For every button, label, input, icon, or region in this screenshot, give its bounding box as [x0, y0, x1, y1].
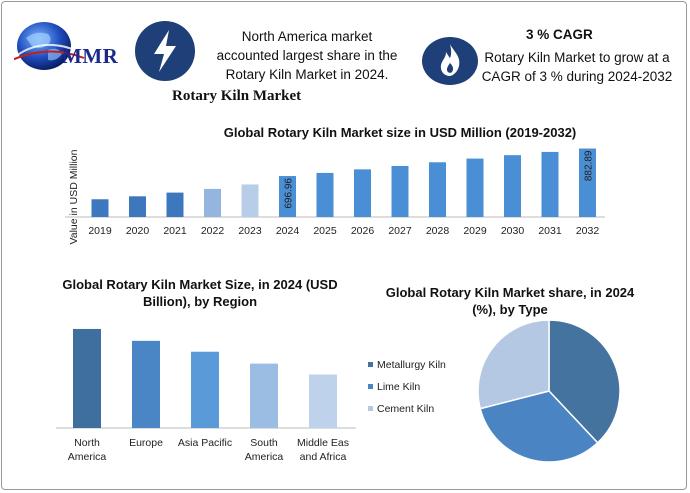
- data-label-2024: 696.96: [284, 178, 295, 209]
- x-tick-2030: 2030: [501, 225, 525, 237]
- legend-marker-cement-kiln: [368, 406, 373, 411]
- x-tick-2026: 2026: [351, 225, 375, 237]
- bar-2024: [279, 176, 296, 217]
- bar-2019: [91, 199, 109, 217]
- x-tick-2023: 2023: [238, 225, 262, 237]
- x-tick-2019: 2019: [88, 225, 112, 237]
- type-share-chart: Metallurgy Kiln Lime Kiln Cement Kiln: [368, 319, 621, 463]
- globe-icon: [11, 22, 85, 70]
- bar-2031: [541, 151, 559, 217]
- bar-south-america: [250, 363, 278, 428]
- pie-slice-metallurgy-kiln: [548, 319, 621, 444]
- y-axis-label: Value in USD Million: [68, 149, 80, 244]
- bar-north-america: [73, 328, 101, 428]
- lightning-badge: [132, 20, 198, 82]
- bar-2023: [241, 184, 259, 217]
- x-tick-south-america: South: [250, 437, 278, 449]
- chart3-title: Global Rotary Kiln Market share, in 2024…: [385, 285, 635, 317]
- bar-2027: [391, 165, 409, 217]
- market-size-chart: Value in USD Million 2019 2020 2021 2022 2023…: [65, 148, 605, 244]
- pie-slice-lime-kiln: [479, 390, 599, 463]
- data-label-2032: 882.89: [584, 150, 595, 181]
- bar-2032: [579, 148, 596, 217]
- logo-text: MMR: [62, 44, 119, 68]
- x-tick-middle-east-and-africa: Middle Eas: [297, 437, 349, 449]
- legend-marker-lime-kiln: [368, 384, 373, 389]
- legend-label-lime-kiln: Lime Kiln: [377, 381, 420, 393]
- chart1-title: Global Rotary Kiln Market size in USD Mi…: [223, 125, 577, 140]
- region-chart: North America Europe Asia Pacific South Ameri…: [56, 328, 356, 463]
- bar-middle-east-and-africa: [309, 374, 337, 428]
- x-tick-2032: 2032: [576, 225, 600, 237]
- flame-badge: [421, 36, 479, 86]
- x-tick-middle-east-and-africa: and Africa: [300, 451, 347, 463]
- mmr-logo: MMR: [11, 16, 134, 78]
- x-tick-south-america: America: [245, 451, 284, 463]
- bar-2028: [429, 162, 446, 217]
- x-tick-2025: 2025: [313, 225, 337, 237]
- x-tick-asia-pacific: Asia Pacific: [178, 437, 232, 449]
- legend-marker-metallurgy-kiln: [368, 362, 373, 367]
- page-title: Rotary Kiln Market: [172, 88, 302, 104]
- bar-2021: [166, 192, 184, 217]
- legend-label-cement-kiln: Cement Kiln: [377, 403, 434, 415]
- x-tick-2029: 2029: [463, 225, 487, 237]
- bar-2020: [129, 196, 146, 217]
- stat-north-america: North America market accounted largest s…: [216, 29, 398, 82]
- x-tick-2020: 2020: [126, 225, 150, 237]
- x-tick-north-america: America: [68, 451, 107, 463]
- x-tick-2022: 2022: [201, 225, 225, 237]
- bar-2026: [354, 169, 371, 217]
- x-tick-2027: 2027: [388, 225, 412, 237]
- x-tick-2028: 2028: [426, 225, 450, 237]
- legend-label-metallurgy-kiln: Metallurgy Kiln: [377, 359, 446, 371]
- x-tick-north-america: North: [74, 437, 100, 449]
- x-tick-europe: Europe: [129, 437, 163, 449]
- bar-europe: [132, 340, 160, 428]
- bar-2030: [504, 155, 521, 217]
- bar-asia-pacific: [191, 351, 219, 428]
- lightning-icon: [135, 21, 195, 81]
- bar-2025: [316, 172, 334, 217]
- stat-cagr: Rotary Kiln Market to grow at a CAGR of …: [481, 50, 673, 84]
- flame-icon: [422, 37, 478, 85]
- x-tick-2021: 2021: [163, 225, 187, 237]
- chart2-title: Global Rotary Kiln Market Size, in 2024 …: [62, 277, 338, 309]
- cagr-heading: 3 % CAGR: [526, 27, 593, 42]
- pie-slice-cement-kiln: [477, 319, 550, 410]
- bar-2029: [466, 158, 484, 217]
- bar-2022: [204, 188, 221, 217]
- x-tick-2031: 2031: [538, 225, 562, 237]
- x-tick-2024: 2024: [276, 225, 300, 237]
